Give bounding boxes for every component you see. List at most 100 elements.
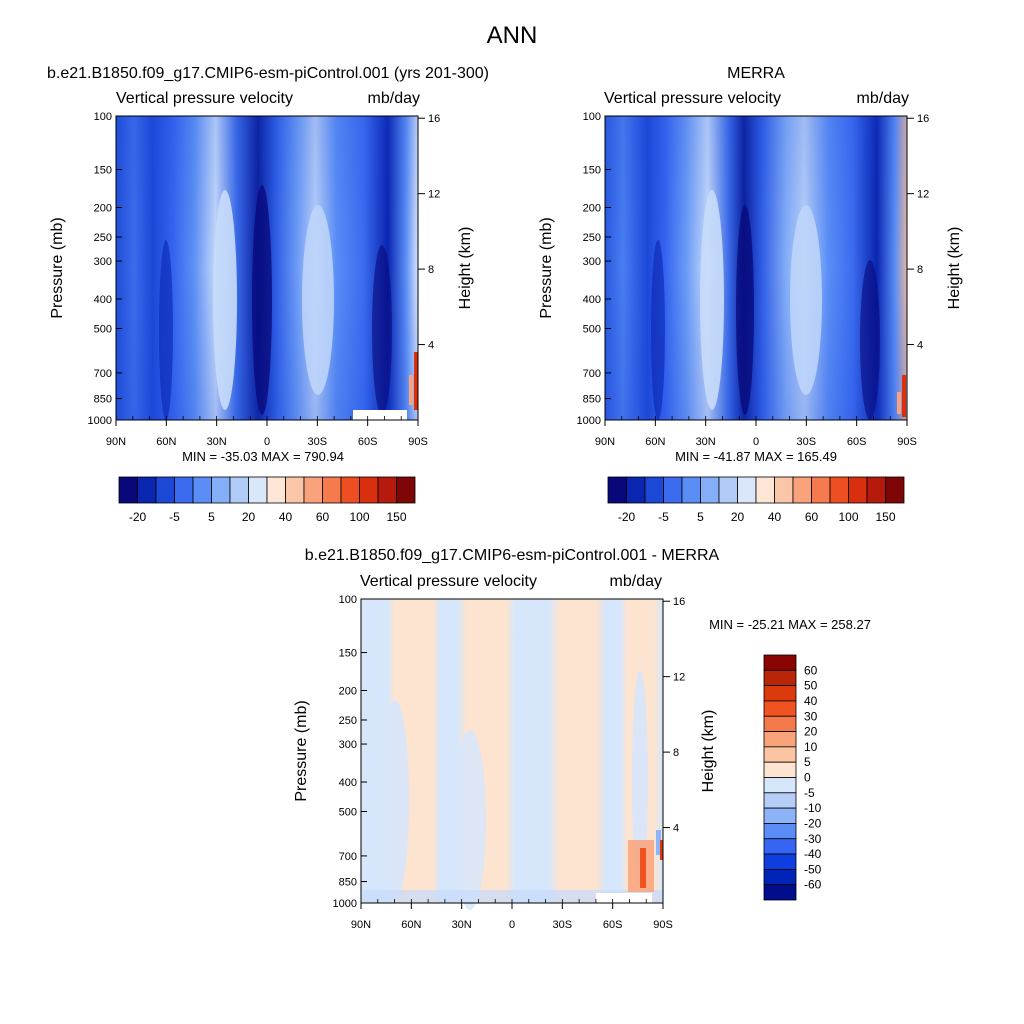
x-tick-label: 30N bbox=[452, 919, 472, 931]
x-tick-label: 60N bbox=[401, 919, 421, 931]
colorbar-label: -60 bbox=[804, 878, 822, 892]
x-tick-label: 90S bbox=[653, 919, 673, 931]
colorbar-label: 5 bbox=[208, 510, 215, 524]
x-tick-label: 90N bbox=[595, 436, 615, 448]
plot-area bbox=[604, 115, 908, 421]
colorbar-swatch bbox=[248, 476, 268, 504]
colorbar-swatch bbox=[303, 476, 323, 504]
panel-variable-label: Vertical pressure velocity bbox=[604, 90, 781, 107]
colorbar-swatch bbox=[829, 476, 849, 504]
colorbar-swatch bbox=[866, 476, 886, 504]
x-tick-label: 60S bbox=[603, 919, 623, 931]
y2-tick-label: 8 bbox=[673, 747, 679, 759]
y-tick-label: 150 bbox=[94, 165, 112, 177]
colorbar-swatch bbox=[763, 685, 797, 702]
colorbar-label: 20 bbox=[804, 725, 818, 739]
colorbar-swatch bbox=[737, 476, 757, 504]
y-tick-label: 1000 bbox=[88, 415, 112, 427]
colorbar-swatch bbox=[607, 476, 627, 504]
y-tick-label: 400 bbox=[94, 294, 112, 306]
x-tick-label: 30S bbox=[553, 919, 573, 931]
colorbar-horizontal: -20 -5 5 20 40 60 100 150 bbox=[607, 476, 905, 524]
colorbar-label: 100 bbox=[838, 510, 858, 524]
colorbar-swatch bbox=[718, 476, 738, 504]
colorbar-label: 60 bbox=[804, 663, 818, 677]
colorbar-label: 150 bbox=[875, 510, 895, 524]
y-tick-label: 300 bbox=[94, 256, 112, 268]
y2-axis-title: Height (km) bbox=[457, 227, 474, 310]
colorbar-label: 150 bbox=[386, 510, 406, 524]
panel-variable-label: Vertical pressure velocity bbox=[116, 90, 293, 107]
axis-right: 4 8 12 16 bbox=[907, 113, 929, 352]
colorbar-swatch bbox=[681, 476, 701, 504]
colorbar-label: 60 bbox=[805, 510, 819, 524]
x-tick-label: 30S bbox=[797, 436, 817, 448]
colorbar-swatch bbox=[763, 700, 797, 717]
y-tick-label: 500 bbox=[339, 806, 357, 818]
colorbar-swatch bbox=[266, 476, 286, 504]
plot-area bbox=[115, 115, 419, 421]
colorbar-swatch bbox=[763, 669, 797, 687]
colorbar-swatch bbox=[155, 476, 175, 504]
y2-tick-label: 4 bbox=[917, 340, 923, 352]
y-tick-label: 150 bbox=[339, 648, 357, 660]
colorbar-label: -30 bbox=[804, 832, 822, 846]
axis-right: 4 8 12 16 bbox=[418, 113, 440, 352]
colorbar-swatch bbox=[848, 476, 868, 504]
page-title: ANN bbox=[487, 22, 538, 49]
axis-left: 100 150 200 250 300 400 500 700 850 1000 bbox=[88, 111, 122, 427]
colorbar-label: 60 bbox=[316, 510, 330, 524]
y2-tick-label: 8 bbox=[428, 264, 434, 276]
colorbar-swatch bbox=[377, 476, 397, 504]
x-tick-label: 60S bbox=[847, 436, 867, 448]
x-tick-label: 0 bbox=[264, 436, 270, 448]
colorbar-swatch bbox=[763, 761, 797, 778]
min-max-stats: MIN = -35.03 MAX = 790.94 bbox=[182, 449, 344, 464]
x-tick-label: 0 bbox=[753, 436, 759, 448]
panel-variable-label: Vertical pressure velocity bbox=[360, 573, 537, 590]
y-tick-label: 100 bbox=[583, 111, 601, 123]
axis-bottom: 90N 60N 30N 0 30S 60S 90S bbox=[106, 416, 428, 448]
min-max-stats: MIN = -25.21 MAX = 258.27 bbox=[709, 617, 871, 632]
panel-heading: b.e21.B1850.f09_g17.CMIP6-esm-piControl.… bbox=[47, 65, 489, 82]
x-tick-label: 30N bbox=[207, 436, 227, 448]
colorbar-label: -5 bbox=[169, 510, 180, 524]
colorbar-label: 30 bbox=[804, 709, 818, 723]
colorbar-swatch bbox=[211, 476, 231, 504]
colorbar-swatch bbox=[763, 654, 797, 671]
colorbar-swatch bbox=[285, 476, 305, 504]
colorbar-swatch bbox=[396, 476, 416, 504]
colorbar-label: -20 bbox=[804, 816, 822, 830]
plot-area bbox=[360, 598, 664, 910]
panel-heading: b.e21.B1850.f09_g17.CMIP6-esm-piControl.… bbox=[305, 547, 720, 564]
panel-units-label: mb/day bbox=[368, 90, 420, 107]
x-tick-label: 90S bbox=[408, 436, 428, 448]
y-tick-label: 100 bbox=[94, 111, 112, 123]
colorbar-label: 40 bbox=[768, 510, 782, 524]
y-axis-title: Pressure (mb) bbox=[49, 217, 66, 318]
colorbar-swatch bbox=[137, 476, 157, 504]
panel-model: b.e21.B1850.f09_g17.CMIP6-esm-piControl.… bbox=[47, 65, 489, 524]
y2-tick-label: 8 bbox=[917, 264, 923, 276]
colorbar-label: -10 bbox=[804, 801, 822, 815]
x-tick-label: 60S bbox=[358, 436, 378, 448]
colorbar-label: 40 bbox=[804, 694, 818, 708]
axis-bottom: 90N 60N 30N 0 30S 60S 90S bbox=[351, 899, 673, 931]
colorbar-label: 20 bbox=[731, 510, 745, 524]
y-tick-label: 1000 bbox=[333, 898, 357, 910]
y-axis-title: Pressure (mb) bbox=[538, 217, 555, 318]
colorbar-swatch bbox=[774, 476, 794, 504]
y-tick-label: 700 bbox=[94, 368, 112, 380]
colorbar-swatch bbox=[644, 476, 664, 504]
colorbar-label: 10 bbox=[804, 740, 818, 754]
y-tick-label: 1000 bbox=[577, 415, 601, 427]
colorbar-label: -5 bbox=[804, 786, 815, 800]
y-tick-label: 250 bbox=[339, 715, 357, 727]
y-tick-label: 850 bbox=[339, 877, 357, 889]
y-axis-title: Pressure (mb) bbox=[293, 700, 310, 801]
colorbar-swatch bbox=[763, 884, 797, 901]
y-tick-label: 850 bbox=[583, 394, 601, 406]
panel-units-label: mb/day bbox=[857, 90, 909, 107]
colorbar-label: 40 bbox=[279, 510, 293, 524]
